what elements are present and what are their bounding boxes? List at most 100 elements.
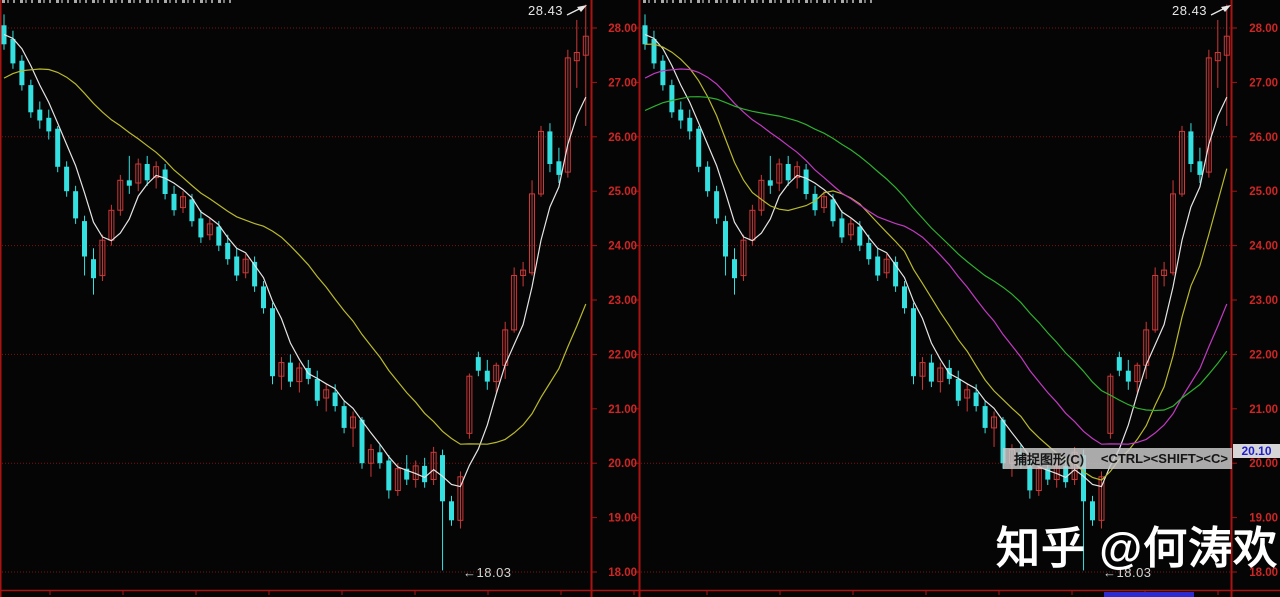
price-axis-label: 26.00 <box>1249 132 1278 144</box>
candle <box>117 174 124 216</box>
candle <box>821 191 827 213</box>
candle <box>234 248 240 281</box>
candle <box>449 495 454 526</box>
candle <box>758 174 765 216</box>
candle <box>225 234 231 265</box>
candle <box>705 161 711 197</box>
candle <box>982 400 988 434</box>
candle <box>660 55 666 91</box>
ma-line-MA20 <box>3 68 587 445</box>
price-axis-label: 23.00 <box>608 295 637 307</box>
price-axis-label: 26.00 <box>608 132 637 144</box>
candle <box>64 161 70 197</box>
candle <box>767 155 773 194</box>
price-axis-label: 19.00 <box>1249 513 1278 525</box>
candle <box>669 79 675 118</box>
candle <box>651 30 657 69</box>
clipped-title-strip-left <box>2 0 232 3</box>
candle <box>323 384 330 412</box>
high-annotation-left: 28.43 <box>528 3 588 18</box>
candle <box>261 281 266 314</box>
candle <box>529 180 535 276</box>
candle <box>394 463 401 496</box>
timeline-scrollbar-thumb[interactable] <box>1104 592 1194 597</box>
candle <box>732 248 737 295</box>
candle <box>937 362 944 393</box>
candle <box>1116 351 1122 377</box>
candle <box>198 210 204 243</box>
capture-graphic-tooltip: 捕捉图形(C) <CTRL><SHIFT><C> <box>1003 448 1232 469</box>
high-annotation-right: 28.43 <box>1172 3 1232 18</box>
candle <box>359 417 365 469</box>
candle <box>1179 125 1185 197</box>
candle <box>1125 359 1131 390</box>
candle <box>305 359 311 385</box>
price-axis-label: 21.00 <box>608 404 637 416</box>
candle <box>386 455 392 499</box>
price-axis-label: 24.00 <box>1249 241 1278 253</box>
candle <box>19 55 25 91</box>
candle <box>99 234 106 281</box>
candle <box>37 101 43 129</box>
candle <box>484 359 490 390</box>
candle <box>785 155 791 186</box>
price-axis-label: 18.00 <box>1249 567 1278 579</box>
low-annotation-left: ←18.03 <box>463 565 512 580</box>
candle <box>216 221 222 252</box>
candle <box>520 261 527 287</box>
price-axis-label: 28.00 <box>1249 23 1278 35</box>
price-axis-label: 18.00 <box>608 567 637 579</box>
candle <box>135 158 142 192</box>
candle <box>964 384 971 412</box>
candle <box>287 354 293 388</box>
price-axis-label: 23.00 <box>1249 295 1278 307</box>
candle <box>893 256 899 292</box>
candle <box>206 218 213 241</box>
low-annotation-right: ←18.03 <box>1103 565 1152 580</box>
candle <box>189 193 195 227</box>
candle <box>547 123 553 173</box>
candle <box>883 253 890 279</box>
candle <box>556 147 562 184</box>
price-axis-label: 27.00 <box>608 77 637 89</box>
candle <box>126 155 132 194</box>
price-axis-label: 20.00 <box>1249 458 1278 470</box>
candle <box>180 191 186 213</box>
high-annotation-value: 28.43 <box>528 3 564 18</box>
candle <box>928 354 934 388</box>
candle <box>1090 495 1095 526</box>
high-annotation-value: 28.43 <box>1172 3 1208 18</box>
price-axis-label: 22.00 <box>608 349 637 361</box>
ma-line-MA30 <box>644 96 1228 412</box>
candle <box>466 373 473 439</box>
candle <box>350 411 356 447</box>
candle <box>511 267 518 333</box>
watermark: 知乎 @何涛欢 <box>996 524 1279 573</box>
candle <box>573 19 580 88</box>
candle <box>270 302 275 385</box>
ma-line-MA5 <box>644 33 1228 488</box>
candle <box>46 109 52 140</box>
price-axis-label: 24.00 <box>608 241 637 253</box>
candle <box>875 248 881 281</box>
candle <box>252 256 258 292</box>
candle <box>902 281 907 314</box>
candle <box>1134 362 1141 393</box>
candle <box>839 210 845 243</box>
price-axis-label: 25.00 <box>608 186 637 198</box>
candle <box>1197 147 1203 184</box>
candle <box>911 302 916 385</box>
left-chart-panel[interactable] <box>1 4 591 573</box>
candle <box>493 362 500 393</box>
candle <box>1107 373 1114 439</box>
candle <box>242 253 249 279</box>
candle <box>73 185 79 224</box>
candle <box>1205 49 1212 178</box>
candle <box>171 185 177 216</box>
price-axis-label: 22.00 <box>1249 349 1278 361</box>
crosshair-price-tag: 20.10 <box>1233 444 1280 458</box>
candle <box>714 185 720 224</box>
right-chart-panel[interactable] <box>641 4 1230 573</box>
